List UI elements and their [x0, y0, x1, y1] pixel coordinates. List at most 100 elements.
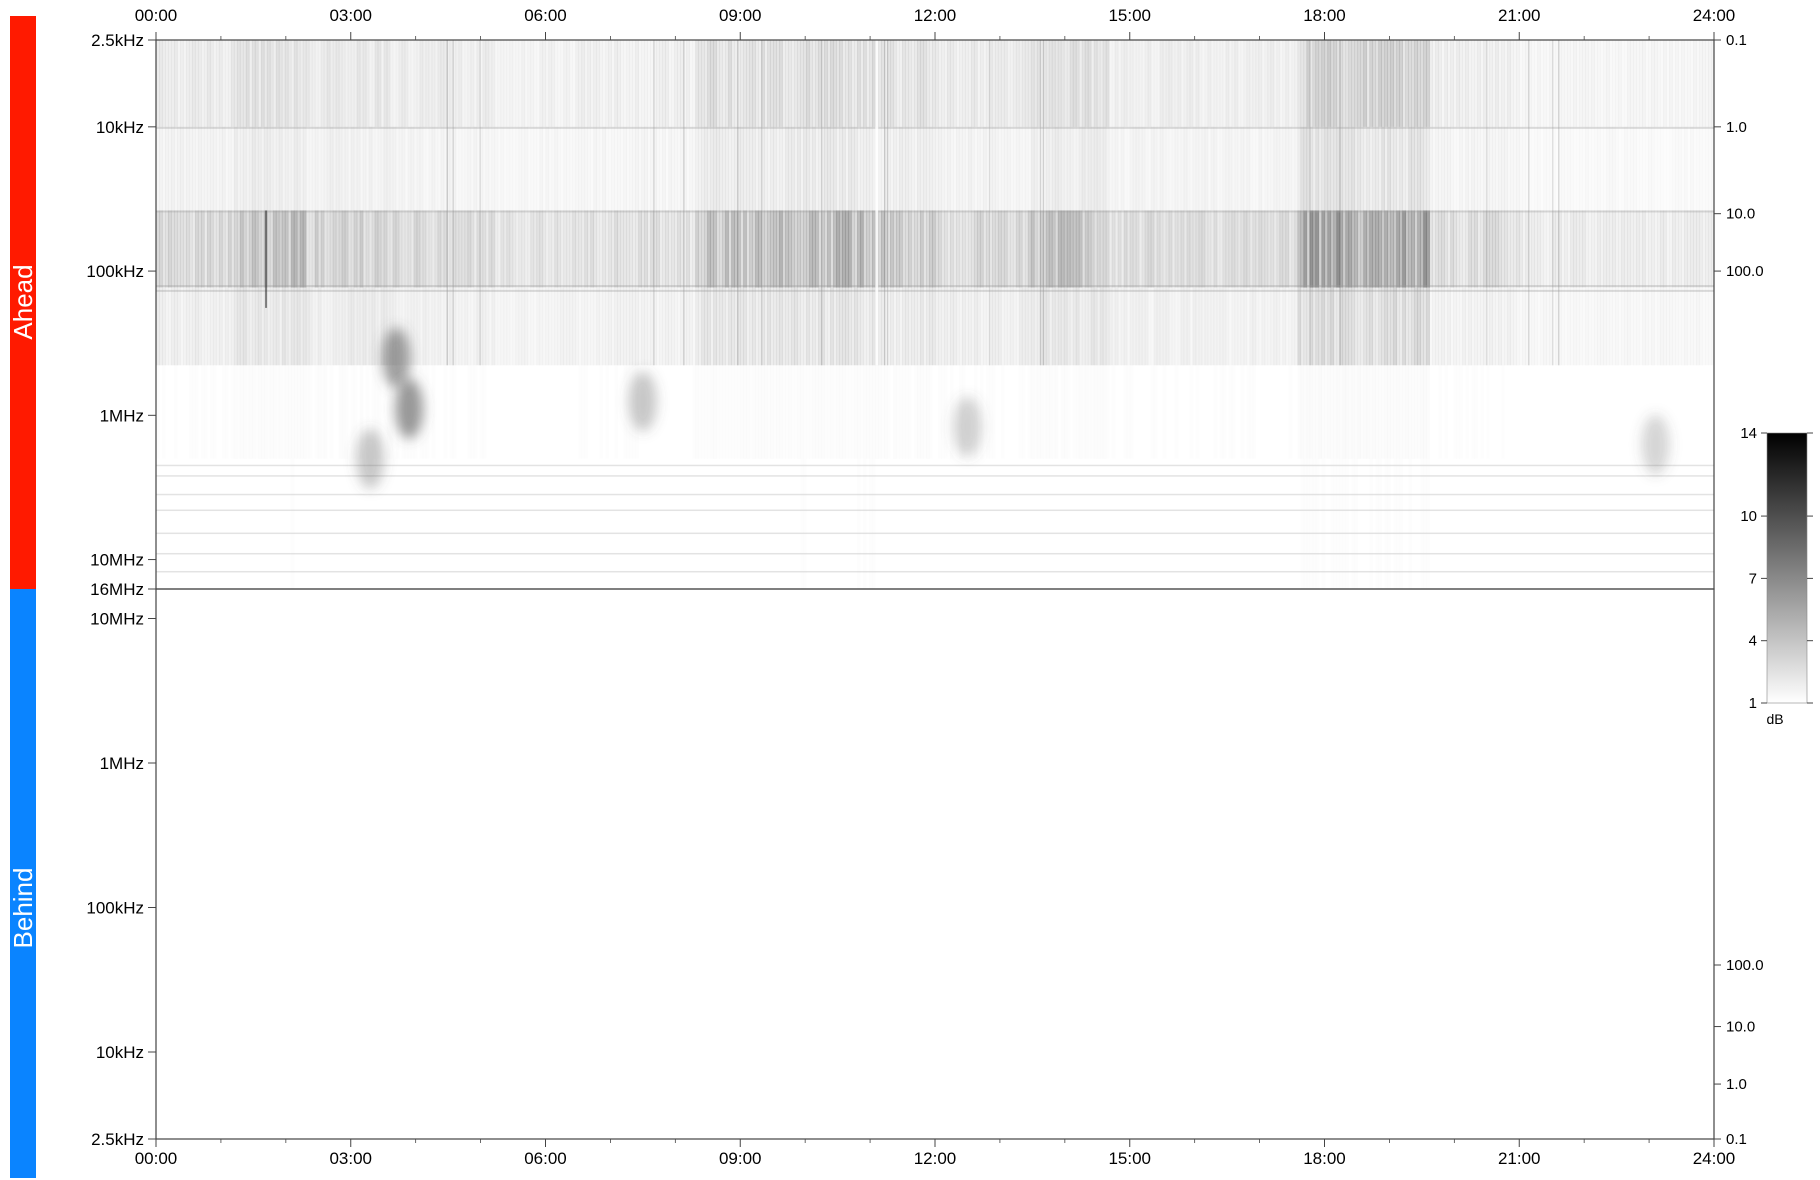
- heatmap-cell: [1024, 210, 1029, 288]
- heatmap-cell: [479, 287, 484, 366]
- heatmap-streak: [884, 40, 886, 366]
- heatmap-cell: [248, 40, 253, 127]
- heatmap-cell: [1312, 210, 1317, 288]
- heatmap-cell: [1432, 40, 1436, 127]
- heatmap-cell: [1312, 287, 1317, 366]
- heatmap-cell: [293, 210, 298, 288]
- heatmap-cell: [946, 40, 951, 127]
- heatmap-cell: [1165, 287, 1170, 366]
- heatmap-cell: [1525, 287, 1529, 366]
- heatmap-cell: [453, 365, 457, 458]
- heatmap-cell: [1189, 126, 1194, 211]
- heatmap-cell: [1711, 210, 1714, 288]
- heatmap-cell: [842, 287, 846, 366]
- heatmap-cell: [635, 126, 639, 211]
- heatmap-cell: [866, 40, 870, 127]
- heatmap-cell: [994, 40, 999, 127]
- heatmap-cell: [344, 210, 349, 288]
- heatmap-cell: [1402, 40, 1406, 127]
- heatmap-cell: [1102, 210, 1107, 288]
- heatmap-cell: [869, 287, 873, 366]
- heatmap-cell: [350, 126, 355, 211]
- heatmap-cell: [173, 287, 178, 366]
- heatmap-cell: [1468, 40, 1472, 127]
- heatmap-cell: [845, 210, 849, 288]
- heatmap-cell: [830, 287, 834, 366]
- heatmap-cell: [197, 40, 202, 127]
- heatmap-cell: [449, 126, 454, 211]
- heatmap-cell: [1015, 126, 1020, 211]
- heatmap-cell: [836, 210, 840, 288]
- heatmap-cell: [1438, 365, 1442, 458]
- heatmap-cell: [943, 287, 948, 366]
- heatmap-cell: [1585, 287, 1589, 366]
- heatmap-cell: [620, 210, 624, 288]
- heatmap-cell: [988, 287, 993, 366]
- heatmap-cell: [509, 126, 514, 211]
- heatmap-cell: [677, 126, 681, 211]
- heatmap-cell: [716, 40, 720, 127]
- heatmap-cell: [509, 40, 514, 127]
- heatmap-cell: [938, 40, 942, 127]
- heatmap-cell: [1186, 210, 1191, 288]
- heatmap-cell: [444, 365, 448, 458]
- heatmap-cell: [434, 126, 439, 211]
- heatmap-cell: [1156, 126, 1161, 211]
- heatmap-cell: [725, 210, 729, 288]
- heatmap-cell: [1609, 126, 1613, 211]
- heatmap-cell: [425, 210, 430, 288]
- heatmap-streak: [653, 40, 655, 366]
- heatmap-cell: [1237, 210, 1242, 288]
- heatmap-cell: [599, 287, 604, 366]
- heatmap-cell: [854, 210, 858, 288]
- heatmap-cell: [587, 40, 592, 127]
- heatmap-cell: [1582, 210, 1586, 288]
- heatmap-cell: [1594, 40, 1598, 127]
- heatmap-cell: [740, 40, 744, 127]
- heatmap-cell: [174, 365, 178, 458]
- colorbar-tick-label: 10: [1740, 508, 1757, 525]
- heatmap-cell: [1001, 365, 1005, 458]
- heatmap-cell: [1063, 126, 1068, 211]
- heatmap-cell: [266, 287, 271, 366]
- x-tick-label-bottom: 15:00: [1108, 1149, 1151, 1168]
- heatmap-cell: [167, 40, 172, 127]
- heatmap-cell: [1168, 126, 1173, 211]
- heatmap-cell: [341, 287, 346, 366]
- heatmap-cell: [1525, 40, 1529, 127]
- heatmap-cell: [728, 126, 732, 211]
- heatmap-cell: [474, 365, 478, 458]
- heatmap-cell: [599, 210, 604, 288]
- heatmap-cell: [578, 210, 583, 288]
- heatmap-cell: [407, 210, 412, 288]
- heatmap-cell: [830, 210, 834, 288]
- ahead-right-tick-label: 1.0: [1726, 119, 1747, 136]
- heatmap-cell: [1639, 40, 1643, 127]
- heatmap-cell: [1393, 210, 1398, 288]
- heatmap-cell: [503, 287, 508, 366]
- heatmap-cell: [1363, 40, 1368, 127]
- heatmap-cell: [554, 210, 559, 288]
- heatmap-cell: [392, 287, 397, 366]
- heatmap-cell: [1693, 210, 1697, 288]
- heatmap-cell: [857, 210, 861, 288]
- heatmap-cell: [1096, 287, 1101, 366]
- heatmap-cell: [1378, 210, 1383, 288]
- heatmap-cell: [545, 126, 550, 211]
- heatmap-cell: [572, 210, 577, 288]
- heatmap-cell: [1504, 210, 1508, 288]
- heatmap-cell: [1144, 40, 1149, 127]
- heatmap-cell: [1102, 40, 1107, 127]
- heatmap-streak: [1528, 40, 1530, 366]
- heatmap-cell: [170, 210, 175, 288]
- heatmap-cell: [1405, 210, 1409, 288]
- heatmap-cell: [1678, 287, 1682, 366]
- heatmap-cell: [218, 210, 223, 288]
- heatmap-cell: [908, 287, 912, 366]
- heatmap-cell: [455, 210, 460, 288]
- heatmap-cell: [368, 40, 373, 127]
- radio-burst: [356, 428, 385, 489]
- heatmap-cell: [1015, 210, 1020, 288]
- heatmap-cell: [803, 287, 807, 366]
- heatmap-cell: [812, 40, 816, 127]
